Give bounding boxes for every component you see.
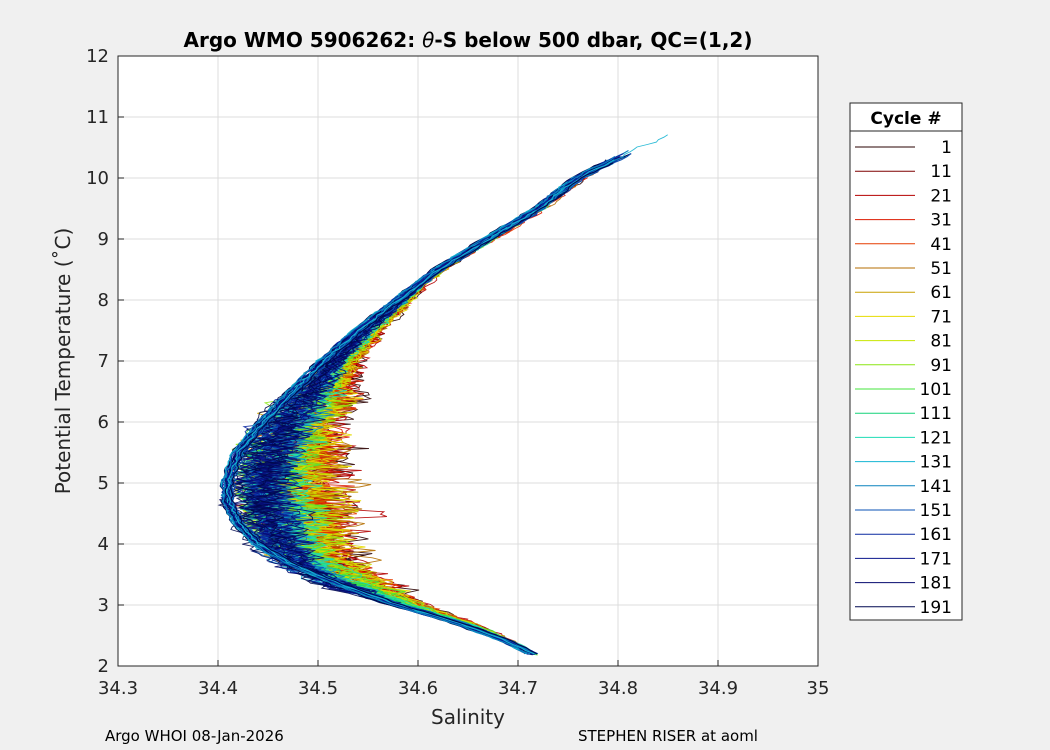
x-tick-label: 34.4 (198, 678, 238, 699)
legend-label: 21 (930, 186, 952, 206)
y-axis-label: Potential Temperature (˚C) (51, 228, 75, 495)
footer-left: Argo WHOI 08-Jan-2026 (105, 727, 284, 745)
series-line (226, 159, 615, 655)
legend-label: 71 (930, 307, 952, 327)
y-tick-label: 3 (98, 595, 109, 616)
legend-label: 51 (930, 259, 952, 279)
y-tick-label: 6 (98, 412, 109, 433)
x-tick-label: 35 (807, 678, 830, 699)
x-tick-label: 34.5 (298, 678, 338, 699)
legend-label: 181 (920, 574, 952, 594)
legend-label: 61 (930, 283, 952, 303)
legend-label: 111 (920, 404, 952, 424)
y-tick-label: 2 (98, 656, 109, 677)
legend-label: 191 (920, 598, 952, 618)
series-line (230, 162, 614, 655)
legend-label: 131 (920, 453, 952, 473)
footer-right: STEPHEN RISER at aoml (578, 727, 758, 745)
y-tick-label: 12 (86, 46, 109, 67)
legend-label: 91 (930, 356, 952, 376)
series-line (260, 279, 534, 654)
y-tick-label: 5 (98, 473, 109, 494)
legend-label: 101 (920, 380, 952, 400)
legend-label: 121 (920, 428, 952, 448)
legend-label: 41 (930, 235, 952, 255)
series-curves (217, 134, 668, 656)
axis-ticks: 34.3 34.4 34.5 34.6 34.7 34.8 34.9 35 2 3 4 5 6 7 8 9 10… (86, 46, 829, 699)
x-axis-label: Salinity (431, 705, 505, 729)
x-tick-label: 34.9 (698, 678, 738, 699)
legend-label: 141 (920, 477, 952, 497)
legend-label: 1 (941, 138, 952, 158)
legend: Cycle # 11121314151617181911011111211311… (849, 102, 963, 621)
legend-entries: 1112131415161718191101111121131141151161… (855, 138, 952, 618)
x-tick-label: 34.6 (398, 678, 438, 699)
legend-label: 11 (930, 162, 952, 182)
legend-label: 161 (920, 525, 952, 545)
series-line (221, 156, 615, 655)
x-tick-label: 34.8 (598, 678, 638, 699)
y-tick-label: 7 (98, 351, 109, 372)
chart-title: Argo WMO 5906262: θ-S below 500 dbar, QC… (184, 28, 753, 52)
y-tick-label: 10 (86, 168, 109, 189)
legend-label: 151 (920, 501, 952, 521)
x-tick-label: 34.3 (98, 678, 138, 699)
legend-title: Cycle # (870, 109, 941, 129)
legend-label: 31 (930, 211, 952, 231)
y-tick-label: 9 (98, 229, 109, 250)
y-tick-label: 8 (98, 290, 109, 311)
x-tick-label: 34.7 (498, 678, 538, 699)
y-tick-label: 11 (86, 107, 109, 128)
legend-label: 171 (920, 549, 952, 569)
legend-label: 81 (930, 332, 952, 352)
y-tick-label: 4 (98, 534, 109, 555)
